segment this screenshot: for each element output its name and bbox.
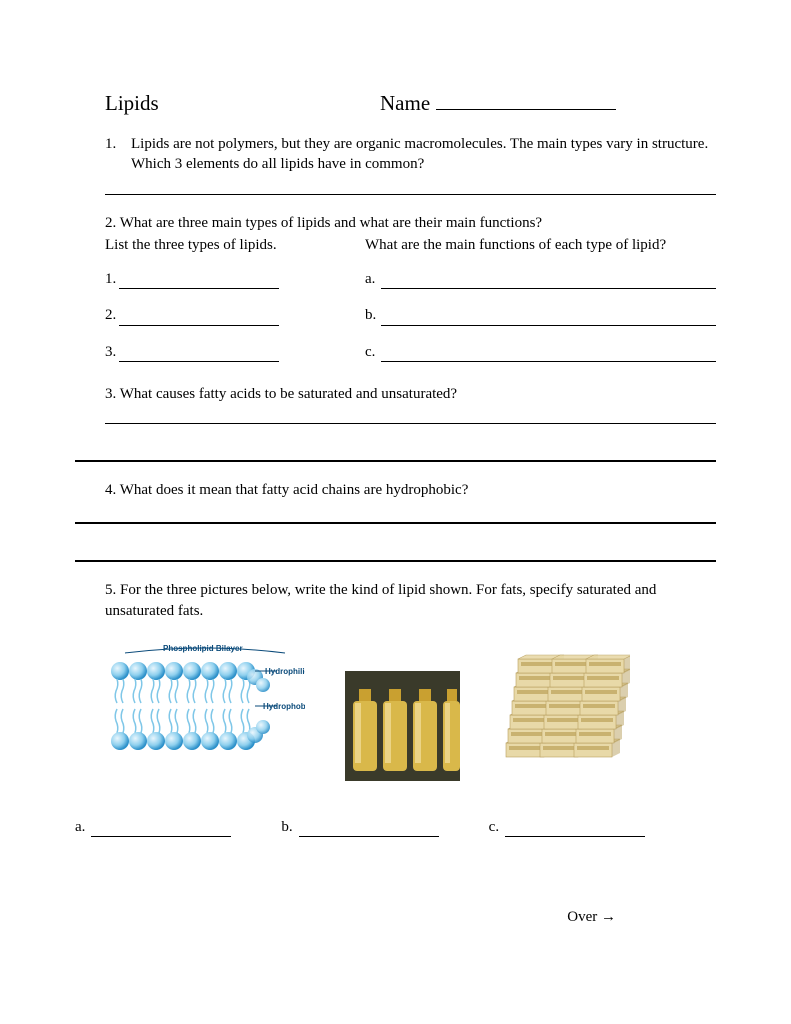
- q4-answer-line-1[interactable]: [75, 504, 716, 524]
- ans-a-blank[interactable]: [91, 823, 231, 837]
- ans-a-label: a.: [75, 817, 85, 837]
- q2-left-label: List the three types of lipids.: [105, 235, 365, 255]
- q3-answer-line[interactable]: [105, 408, 716, 424]
- q2-row-3: 3. c.: [105, 342, 716, 362]
- q1-answer-line[interactable]: [105, 179, 716, 195]
- image-phospholipid-bilayer: Phospholipid Bilayer: [105, 641, 305, 787]
- q2-func-blank-b[interactable]: [381, 312, 716, 326]
- q2-row-1: 1. a.: [105, 269, 716, 289]
- q2-type-blank-2[interactable]: [119, 312, 279, 326]
- q2-right-label: What are the main functions of each type…: [365, 235, 716, 255]
- q2-letter-b: b.: [365, 305, 381, 325]
- image-butter-stack: [500, 651, 630, 787]
- ans-b-blank[interactable]: [299, 823, 439, 837]
- oil-bottle-3: [413, 689, 437, 771]
- q4-answer-line-2[interactable]: [75, 542, 716, 562]
- bilayer-tails-lower: [115, 709, 250, 733]
- over-indicator: Over →: [105, 907, 716, 927]
- q2-num-1: 1.: [105, 269, 119, 289]
- ans-c-blank[interactable]: [505, 823, 645, 837]
- q2-num-2: 2.: [105, 305, 119, 325]
- content: 1. Lipids are not polymers, but they are…: [75, 134, 716, 928]
- bilayer-top-heads: [111, 662, 255, 680]
- oil-bottle-1: [353, 689, 377, 771]
- oil-bottle-4: [443, 689, 460, 771]
- bilayer-title-label: Phospholipid Bilayer: [163, 644, 243, 653]
- q2-func-blank-c[interactable]: [381, 348, 716, 362]
- question-1: 1. Lipids are not polymers, but they are…: [105, 134, 716, 175]
- q2-row-2: 2. b.: [105, 305, 716, 325]
- q1-number: 1.: [105, 134, 131, 175]
- name-label: Name: [380, 91, 430, 116]
- ans-b-label: b.: [281, 817, 292, 837]
- q3-answer-line-2[interactable]: [75, 442, 716, 462]
- q2-num-3: 3.: [105, 342, 119, 362]
- q2-column-labels: List the three types of lipids. What are…: [105, 235, 716, 255]
- name-blank[interactable]: [436, 90, 616, 110]
- q2-intro: 2. What are three main types of lipids a…: [105, 213, 716, 233]
- worksheet-page: Lipids Name 1. Lipids are not polymers, …: [0, 0, 791, 968]
- page-title: Lipids: [105, 91, 380, 116]
- bilayer-tails: [115, 679, 250, 703]
- question-3: 3. What causes fatty acids to be saturat…: [105, 384, 716, 404]
- header: Lipids Name: [75, 90, 716, 116]
- q1-text: Lipids are not polymers, but they are or…: [131, 134, 716, 175]
- hydrophilic-label: Hydrophilic: [265, 667, 305, 676]
- q2-letter-a: a.: [365, 269, 381, 289]
- question-4: 4. What does it mean that fatty acid cha…: [105, 480, 716, 500]
- q2-type-blank-1[interactable]: [119, 275, 279, 289]
- q2-func-blank-a[interactable]: [381, 275, 716, 289]
- q5-answer-row: a. b. c.: [75, 817, 716, 837]
- ans-c-label: c.: [489, 817, 499, 837]
- oil-bottle-2: [383, 689, 407, 771]
- question-5: 5. For the three pictures below, write t…: [105, 580, 716, 621]
- image-oil-bottles: [345, 671, 460, 787]
- q2-type-blank-3[interactable]: [119, 348, 279, 362]
- images-row: Phospholipid Bilayer: [105, 641, 716, 787]
- hydrophobic-label: Hydrophobic: [263, 702, 305, 711]
- q2-letter-c: c.: [365, 342, 381, 362]
- bilayer-bottom-heads: [111, 732, 255, 750]
